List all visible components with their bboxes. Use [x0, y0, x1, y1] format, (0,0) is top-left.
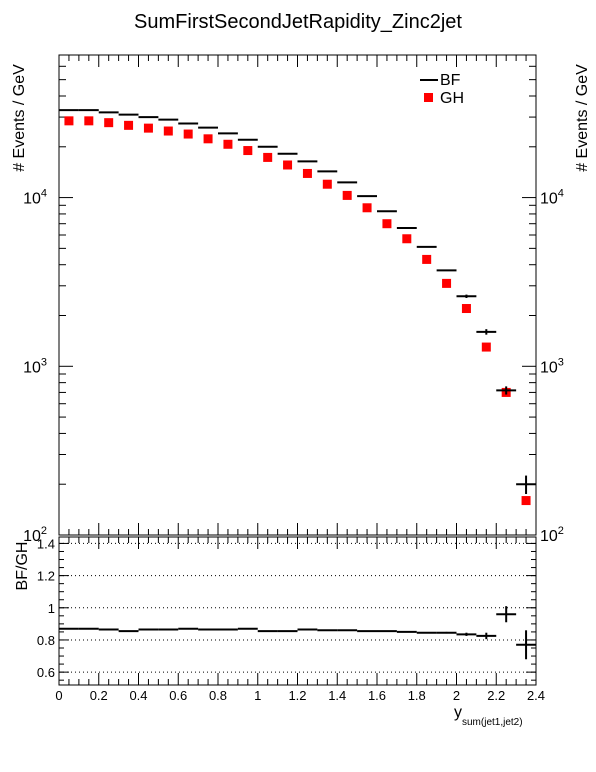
main-y-tick-label: 103	[23, 356, 47, 376]
main-y-tick-label-exponent: 3	[558, 356, 564, 368]
x-axis-label-subscript: sum(jet1,jet2)	[462, 717, 523, 728]
main-y-tick-label-base: 10	[540, 359, 558, 376]
x-tick-label: 0	[55, 688, 62, 703]
ratio-y-tick-label: 1.4	[37, 536, 55, 551]
gh-point	[362, 203, 372, 213]
ratio-y-tick-label: 0.6	[37, 665, 55, 680]
ratio-y-axis-label: BF/GH	[14, 542, 31, 591]
main-y-axis-label-right: # Events / GeV	[574, 64, 591, 172]
main-y-tick-label: 104	[540, 188, 564, 208]
gh-point	[422, 254, 432, 264]
x-tick-label: 0.6	[169, 688, 187, 703]
main-y-tick-label-base: 10	[23, 191, 41, 208]
chart-title: SumFirstSecondJetRapidity_Zinc2jet	[134, 11, 462, 33]
gh-point	[263, 152, 273, 162]
main-y-tick-label: 103	[540, 356, 564, 376]
main-y-tick-label-base: 10	[23, 359, 41, 376]
gh-point	[402, 234, 412, 244]
main-y-tick-label-exponent: 2	[41, 525, 47, 537]
x-tick-label: 1.8	[408, 688, 426, 703]
x-tick-label: 1.2	[288, 688, 306, 703]
x-tick-label: 1	[254, 688, 261, 703]
gh-point	[64, 116, 74, 126]
main-y-tick-label-base: 10	[540, 528, 558, 545]
legend: BF GH	[420, 72, 464, 107]
main-y-tick-label-exponent: 4	[41, 188, 47, 200]
gh-point	[322, 179, 332, 189]
main-y-tick-label-exponent: 3	[41, 356, 47, 368]
ratio-plot-frame	[58, 536, 537, 686]
x-tick-label: 2.2	[487, 688, 505, 703]
gh-point	[302, 168, 312, 178]
gh-point	[243, 146, 253, 156]
gh-point	[163, 126, 173, 136]
main-y-tick-label-base: 10	[540, 191, 558, 208]
gh-point	[223, 139, 233, 149]
x-tick-label: 2	[453, 688, 460, 703]
x-tick-label: 2.4	[527, 688, 545, 703]
ratio-y-tick-label: 0.8	[37, 633, 55, 648]
x-tick-label: 0.2	[90, 688, 108, 703]
x-axis-label-main: y	[454, 704, 462, 721]
main-y-axis-label-left: # Events / GeV	[11, 64, 28, 172]
x-tick-label: 0.4	[129, 688, 147, 703]
gh-point	[283, 160, 293, 170]
ratio-plot-border	[58, 536, 537, 686]
legend-gh-label: GH	[440, 90, 464, 107]
main-plot-marks	[59, 109, 536, 506]
x-axis-label: ysum(jet1,jet2)	[454, 704, 523, 728]
legend-bf-label: BF	[440, 72, 461, 89]
gh-point	[104, 118, 114, 128]
main-y-tick-label: 102	[23, 525, 47, 545]
gh-point	[143, 123, 153, 133]
gh-point	[461, 304, 471, 314]
gh-point	[442, 278, 452, 288]
main-y-tick-label-base: 10	[23, 528, 41, 545]
gh-point	[521, 496, 531, 506]
gh-point	[481, 342, 491, 352]
x-tick-label: 0.8	[209, 688, 227, 703]
gh-point	[382, 219, 392, 229]
main-y-tick-label: 102	[540, 525, 564, 545]
main-y-tick-label-exponent: 4	[558, 188, 564, 200]
x-tick-label: 1.6	[368, 688, 386, 703]
main-y-tick-label-exponent: 2	[558, 525, 564, 537]
gh-point	[183, 129, 193, 139]
ratio-plot-marks	[59, 606, 536, 660]
gh-point	[342, 190, 352, 200]
ratio-y-tick-label: 1.2	[37, 569, 55, 584]
x-tick-label: 1.4	[328, 688, 346, 703]
main-y-tick-label: 104	[23, 188, 47, 208]
gh-point	[124, 120, 134, 130]
ratio-y-tick-label: 1	[48, 601, 55, 616]
legend-gh-marker	[424, 93, 433, 102]
ratio-plot-grid: 0.6 0.8 1 1.2 1.4 0 0.2 0.4 0.6 0.8 1 1.2 1.4 1.6 1.8 2…	[37, 536, 545, 703]
gh-point	[203, 134, 213, 144]
gh-point	[84, 116, 94, 126]
